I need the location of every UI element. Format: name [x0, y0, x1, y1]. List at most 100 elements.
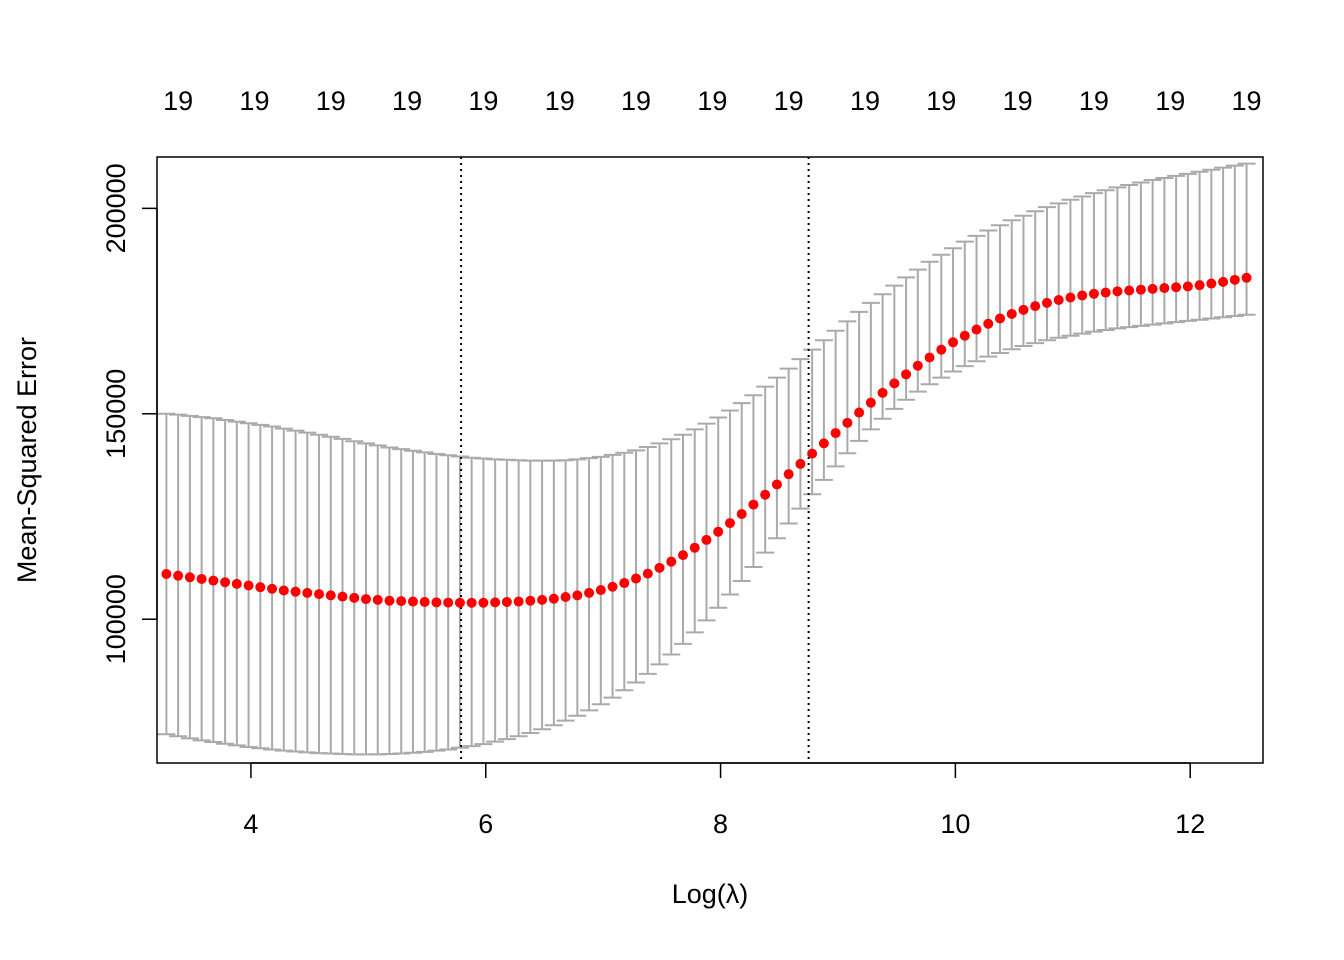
- mse-point: [971, 324, 982, 335]
- error-bar: [1237, 162, 1256, 316]
- top-axis-label: 19: [545, 86, 575, 116]
- error-bar: [591, 455, 610, 706]
- error-bar: [1073, 195, 1092, 335]
- top-axis-label: 19: [774, 86, 804, 116]
- mse-point: [760, 489, 771, 500]
- mse-point: [267, 583, 278, 594]
- error-bar: [673, 433, 692, 645]
- error-bar: [1002, 219, 1021, 351]
- mse-point: [243, 580, 254, 591]
- mse-point: [560, 592, 571, 603]
- mse-point: [220, 577, 231, 588]
- mse-point: [924, 352, 935, 363]
- mse-point: [748, 499, 759, 510]
- mse-point: [689, 542, 700, 553]
- error-bar: [1120, 183, 1139, 329]
- top-axis-label: 19: [850, 86, 880, 116]
- mse-point: [184, 572, 195, 583]
- mse-point: [713, 526, 724, 537]
- x-tick-label: 8: [713, 809, 728, 839]
- top-axis-label: 19: [1003, 86, 1033, 116]
- top-axis-label: 19: [239, 86, 269, 116]
- mse-point: [1124, 285, 1135, 296]
- top-axis-label: 19: [392, 86, 422, 116]
- error-bar: [826, 329, 845, 468]
- mse-point: [1041, 297, 1052, 308]
- mse-points: [161, 272, 1252, 608]
- error-bar: [662, 438, 681, 656]
- error-bar: [955, 240, 974, 368]
- mse-point: [948, 337, 959, 348]
- mse-point: [173, 570, 184, 581]
- mse-point: [724, 518, 735, 529]
- error-bar: [1084, 192, 1103, 333]
- top-axis-labels: 19 19 19 19 19 19 19 19 19 19 19 19 19 19 19: [163, 86, 1261, 116]
- error-bar: [873, 293, 892, 420]
- mse-point: [525, 595, 536, 606]
- top-axis-label: 19: [1079, 86, 1109, 116]
- error-bar: [1037, 206, 1056, 342]
- mse-point: [537, 594, 548, 605]
- mse-point: [325, 590, 336, 601]
- error-bar: [615, 451, 634, 692]
- error-bar: [885, 284, 904, 410]
- x-tick-label: 12: [1175, 809, 1205, 839]
- mse-point: [901, 369, 912, 380]
- reference-lines: [460, 157, 810, 763]
- x-axis: 4 6 8 10 12: [243, 762, 1205, 839]
- error-bar: [861, 301, 880, 431]
- plot-frame: [156, 156, 1264, 764]
- mse-point: [584, 587, 595, 598]
- mse-point: [1088, 288, 1099, 299]
- mse-point: [513, 596, 524, 607]
- error-bar: [967, 234, 986, 363]
- error-bar: [1026, 210, 1045, 345]
- mse-point: [865, 397, 876, 408]
- mse-point: [1006, 308, 1017, 319]
- mse-point: [278, 585, 289, 596]
- mse-point: [1135, 284, 1146, 295]
- mse-point: [337, 591, 348, 602]
- mse-point: [431, 597, 442, 608]
- mse-point: [631, 573, 642, 584]
- error-bar: [744, 394, 763, 569]
- mse-point: [1171, 282, 1182, 293]
- mse-point: [490, 597, 501, 608]
- mse-point: [478, 597, 489, 608]
- error-bar: [920, 260, 939, 386]
- error-bar: [650, 442, 669, 666]
- error-bar: [991, 224, 1010, 354]
- error-bar: [908, 268, 927, 393]
- mse-point: [1159, 283, 1170, 294]
- error-bar: [1202, 168, 1221, 320]
- error-bars: [157, 162, 1256, 756]
- mse-point: [1194, 280, 1205, 291]
- mse-point: [1112, 286, 1123, 297]
- mse-point: [466, 597, 477, 608]
- error-bar: [568, 458, 587, 717]
- mse-point: [783, 469, 794, 480]
- mse-point: [396, 596, 407, 607]
- error-bar: [979, 229, 998, 358]
- error-bar: [1190, 170, 1209, 321]
- mse-point: [807, 448, 818, 459]
- x-tick-label: 4: [243, 809, 258, 839]
- mse-point: [889, 378, 900, 389]
- top-axis-label: 19: [926, 86, 956, 116]
- mse-point: [854, 407, 865, 418]
- error-bar: [1167, 174, 1186, 324]
- error-bar: [1096, 189, 1115, 331]
- top-axis-label: 19: [697, 86, 727, 116]
- mse-point: [771, 479, 782, 490]
- mse-point: [1182, 281, 1193, 292]
- error-bar: [732, 402, 751, 582]
- error-bar: [1178, 172, 1197, 322]
- mse-point: [842, 417, 853, 428]
- error-bar: [850, 310, 869, 442]
- error-bar: [709, 416, 728, 609]
- mse-point: [1241, 272, 1252, 283]
- top-axis-label: 19: [468, 86, 498, 116]
- error-bar: [544, 459, 563, 727]
- x-tick-label: 6: [478, 809, 493, 839]
